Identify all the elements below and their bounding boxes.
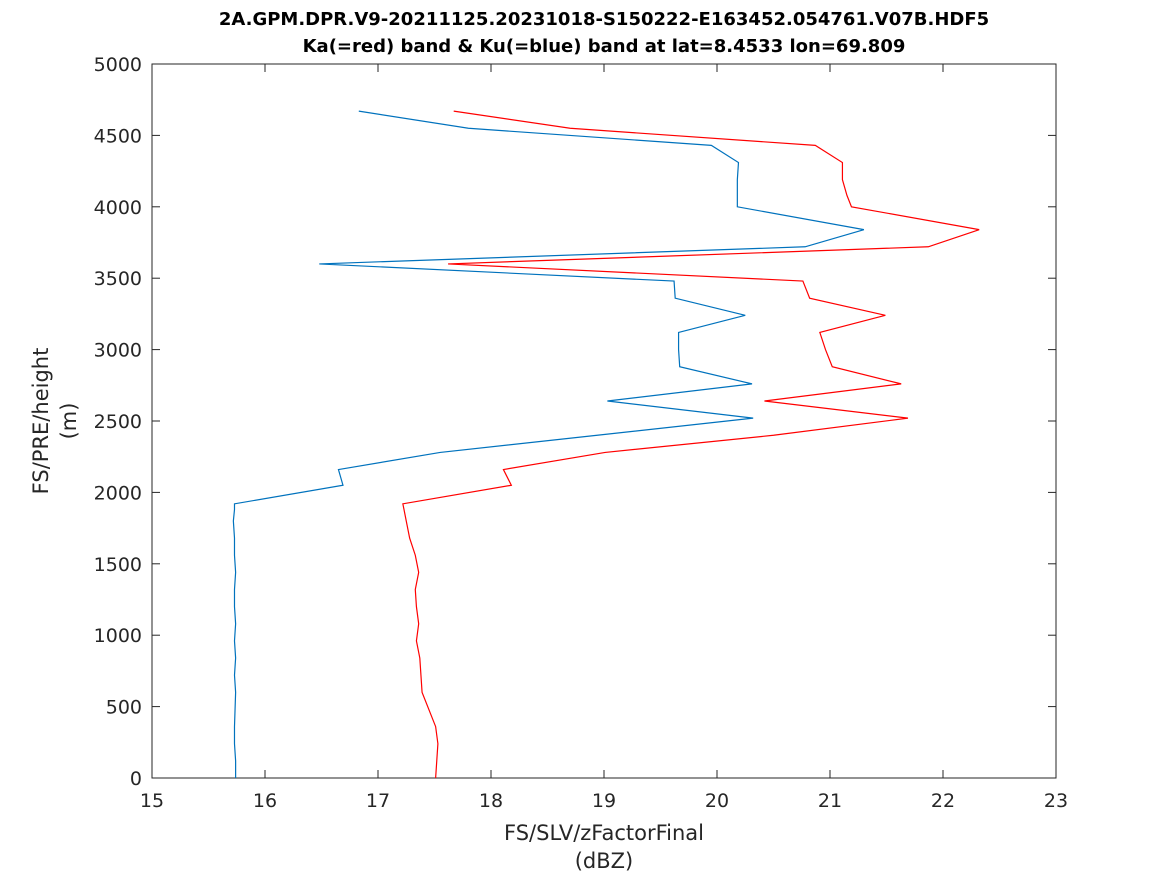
- x-axis-ticks: 15 16 17 18 19 20 21 22 23: [140, 64, 1068, 812]
- y-axis-ticks: 0 500 1000 1500 2000 2500 3000 3500 4000 4500 5000: [94, 54, 1056, 790]
- x-axis-unit: (dBZ): [575, 849, 634, 873]
- x-tick-label: 20: [705, 790, 729, 812]
- y-tick-label: 2500: [94, 411, 142, 433]
- series-line-2: [232, 110, 865, 778]
- y-tick-label: 5000: [94, 54, 142, 76]
- series-layer: [232, 110, 980, 779]
- y-tick-label: 2000: [94, 482, 142, 504]
- y-axis-label: FS/PRE/height: [29, 348, 53, 495]
- y-tick-label: 1500: [94, 554, 142, 576]
- chart-title: 2A.GPM.DPR.V9-20211125.20231018-S150222-…: [219, 9, 989, 30]
- x-tick-label: 18: [479, 790, 503, 812]
- x-tick-label: 23: [1044, 790, 1068, 812]
- y-tick-label: 0: [130, 768, 142, 790]
- y-tick-label: 4500: [94, 125, 142, 147]
- x-tick-label: 22: [931, 790, 955, 812]
- x-tick-label: 17: [366, 790, 390, 812]
- x-tick-label: 16: [253, 790, 277, 812]
- x-tick-label: 15: [140, 790, 164, 812]
- y-tick-label: 3500: [94, 268, 142, 290]
- y-axis-unit: (m): [57, 403, 81, 440]
- x-tick-label: 21: [818, 790, 842, 812]
- y-tick-label: 500: [106, 697, 142, 719]
- y-tick-label: 1000: [94, 625, 142, 647]
- x-tick-label: 19: [592, 790, 616, 812]
- y-tick-label: 4000: [94, 197, 142, 219]
- chart-subtitle: Ka(=red) band & Ku(=blue) band at lat=8.…: [303, 36, 906, 57]
- series-line-1: [402, 110, 980, 779]
- x-axis-label: FS/SLV/zFactorFinal: [504, 821, 704, 845]
- plot-area: [151, 63, 1057, 779]
- y-tick-label: 3000: [94, 340, 142, 362]
